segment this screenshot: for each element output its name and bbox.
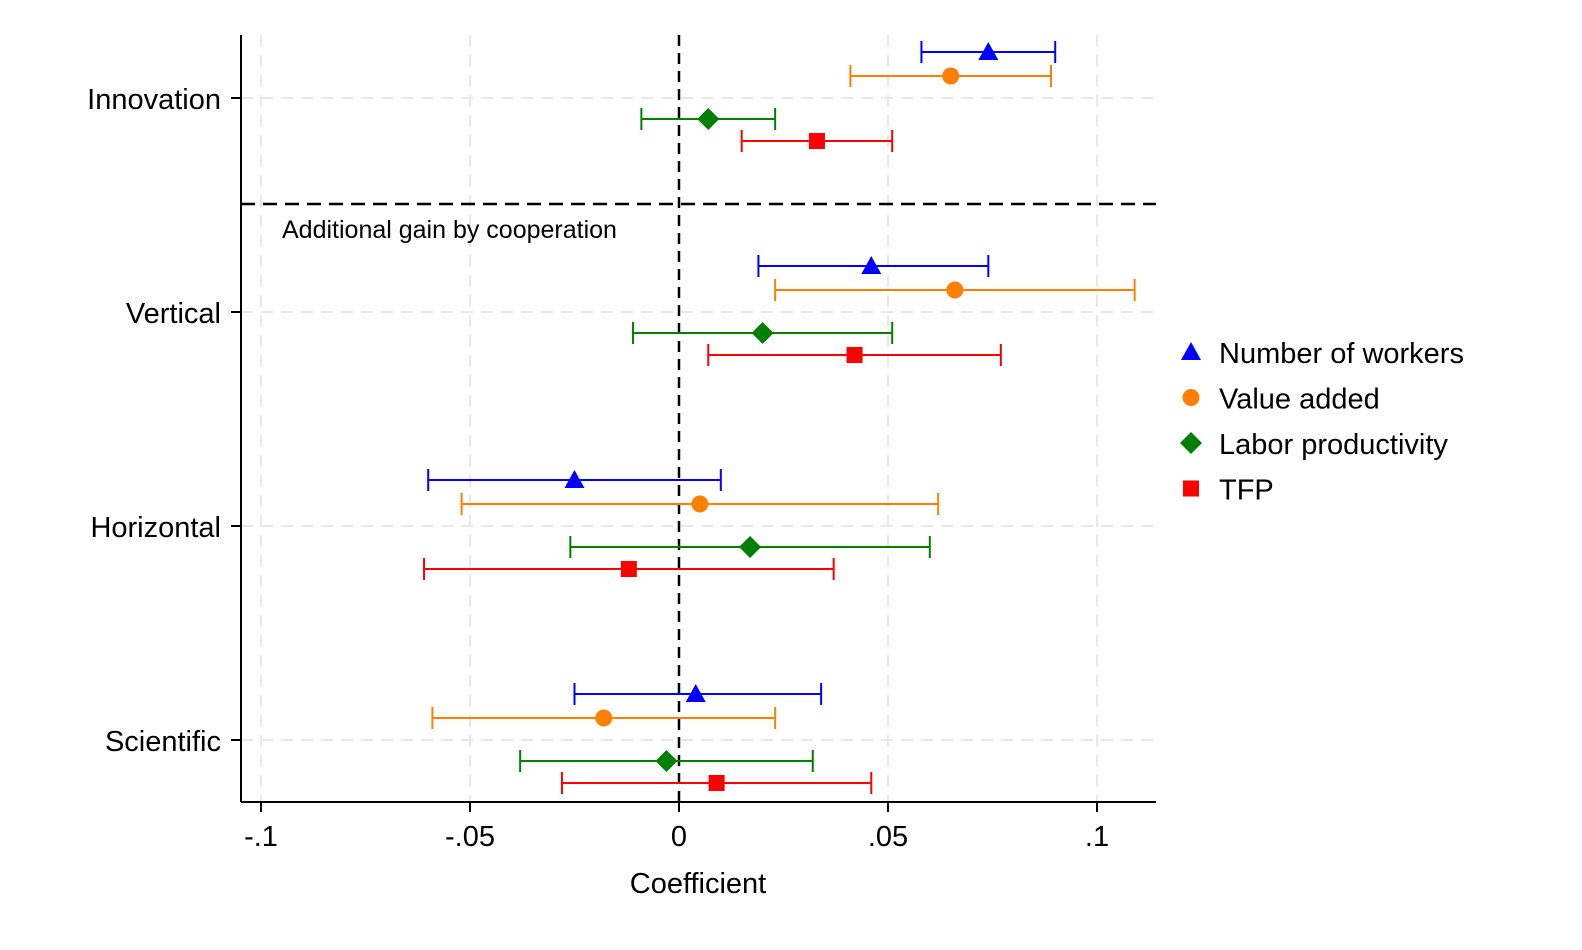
x-tick-label: .05 xyxy=(868,821,908,853)
legend-marker-tfp xyxy=(1183,480,1199,497)
legend-label-number-of-workers: Number of workers xyxy=(1219,338,1464,370)
x-tick-label: 0 xyxy=(671,821,687,853)
point-tfp xyxy=(708,775,725,791)
legend-label-tfp: TFP xyxy=(1219,475,1274,507)
axes: -.1 -.05 0 .05 .1 Innovation Vertical Horizonta… xyxy=(87,35,1156,853)
y-tick-label: Innovation xyxy=(87,84,221,116)
point-labor-productivity xyxy=(655,750,678,772)
legend-marker-number-of-workers xyxy=(1181,342,1201,360)
legend-marker-value-added xyxy=(1182,389,1200,406)
legend-marker-labor-productivity xyxy=(1180,432,1202,454)
point-tfp xyxy=(620,561,637,577)
point-tfp xyxy=(808,133,825,149)
legend-label-labor-productivity: Labor productivity xyxy=(1219,429,1448,461)
point-number-of-workers xyxy=(564,470,585,488)
point-value-added xyxy=(691,495,709,513)
grid xyxy=(241,35,1156,802)
point-value-added xyxy=(946,281,964,299)
x-tick-label: -.05 xyxy=(445,821,495,853)
x-tick-label: -.1 xyxy=(244,821,278,853)
point-value-added xyxy=(942,67,960,85)
point-number-of-workers xyxy=(685,684,706,702)
section-label: Additional gain by cooperation xyxy=(282,216,617,244)
marks xyxy=(423,41,1136,794)
point-labor-productivity xyxy=(739,536,762,558)
x-axis-label: Coefficient xyxy=(630,868,767,900)
point-labor-productivity xyxy=(697,108,720,130)
y-tick-label: Scientific xyxy=(105,726,221,758)
point-value-added xyxy=(595,709,613,727)
x-tick-label: .1 xyxy=(1085,821,1109,853)
point-number-of-workers xyxy=(861,256,882,274)
point-labor-productivity xyxy=(751,322,774,344)
point-tfp xyxy=(846,347,863,363)
y-tick-label: Horizontal xyxy=(90,512,221,544)
point-number-of-workers xyxy=(978,42,999,60)
legend: Number of workers Value added Labor produc… xyxy=(1180,338,1464,507)
legend-label-value-added: Value added xyxy=(1219,384,1380,416)
y-tick-label: Vertical xyxy=(126,298,221,330)
